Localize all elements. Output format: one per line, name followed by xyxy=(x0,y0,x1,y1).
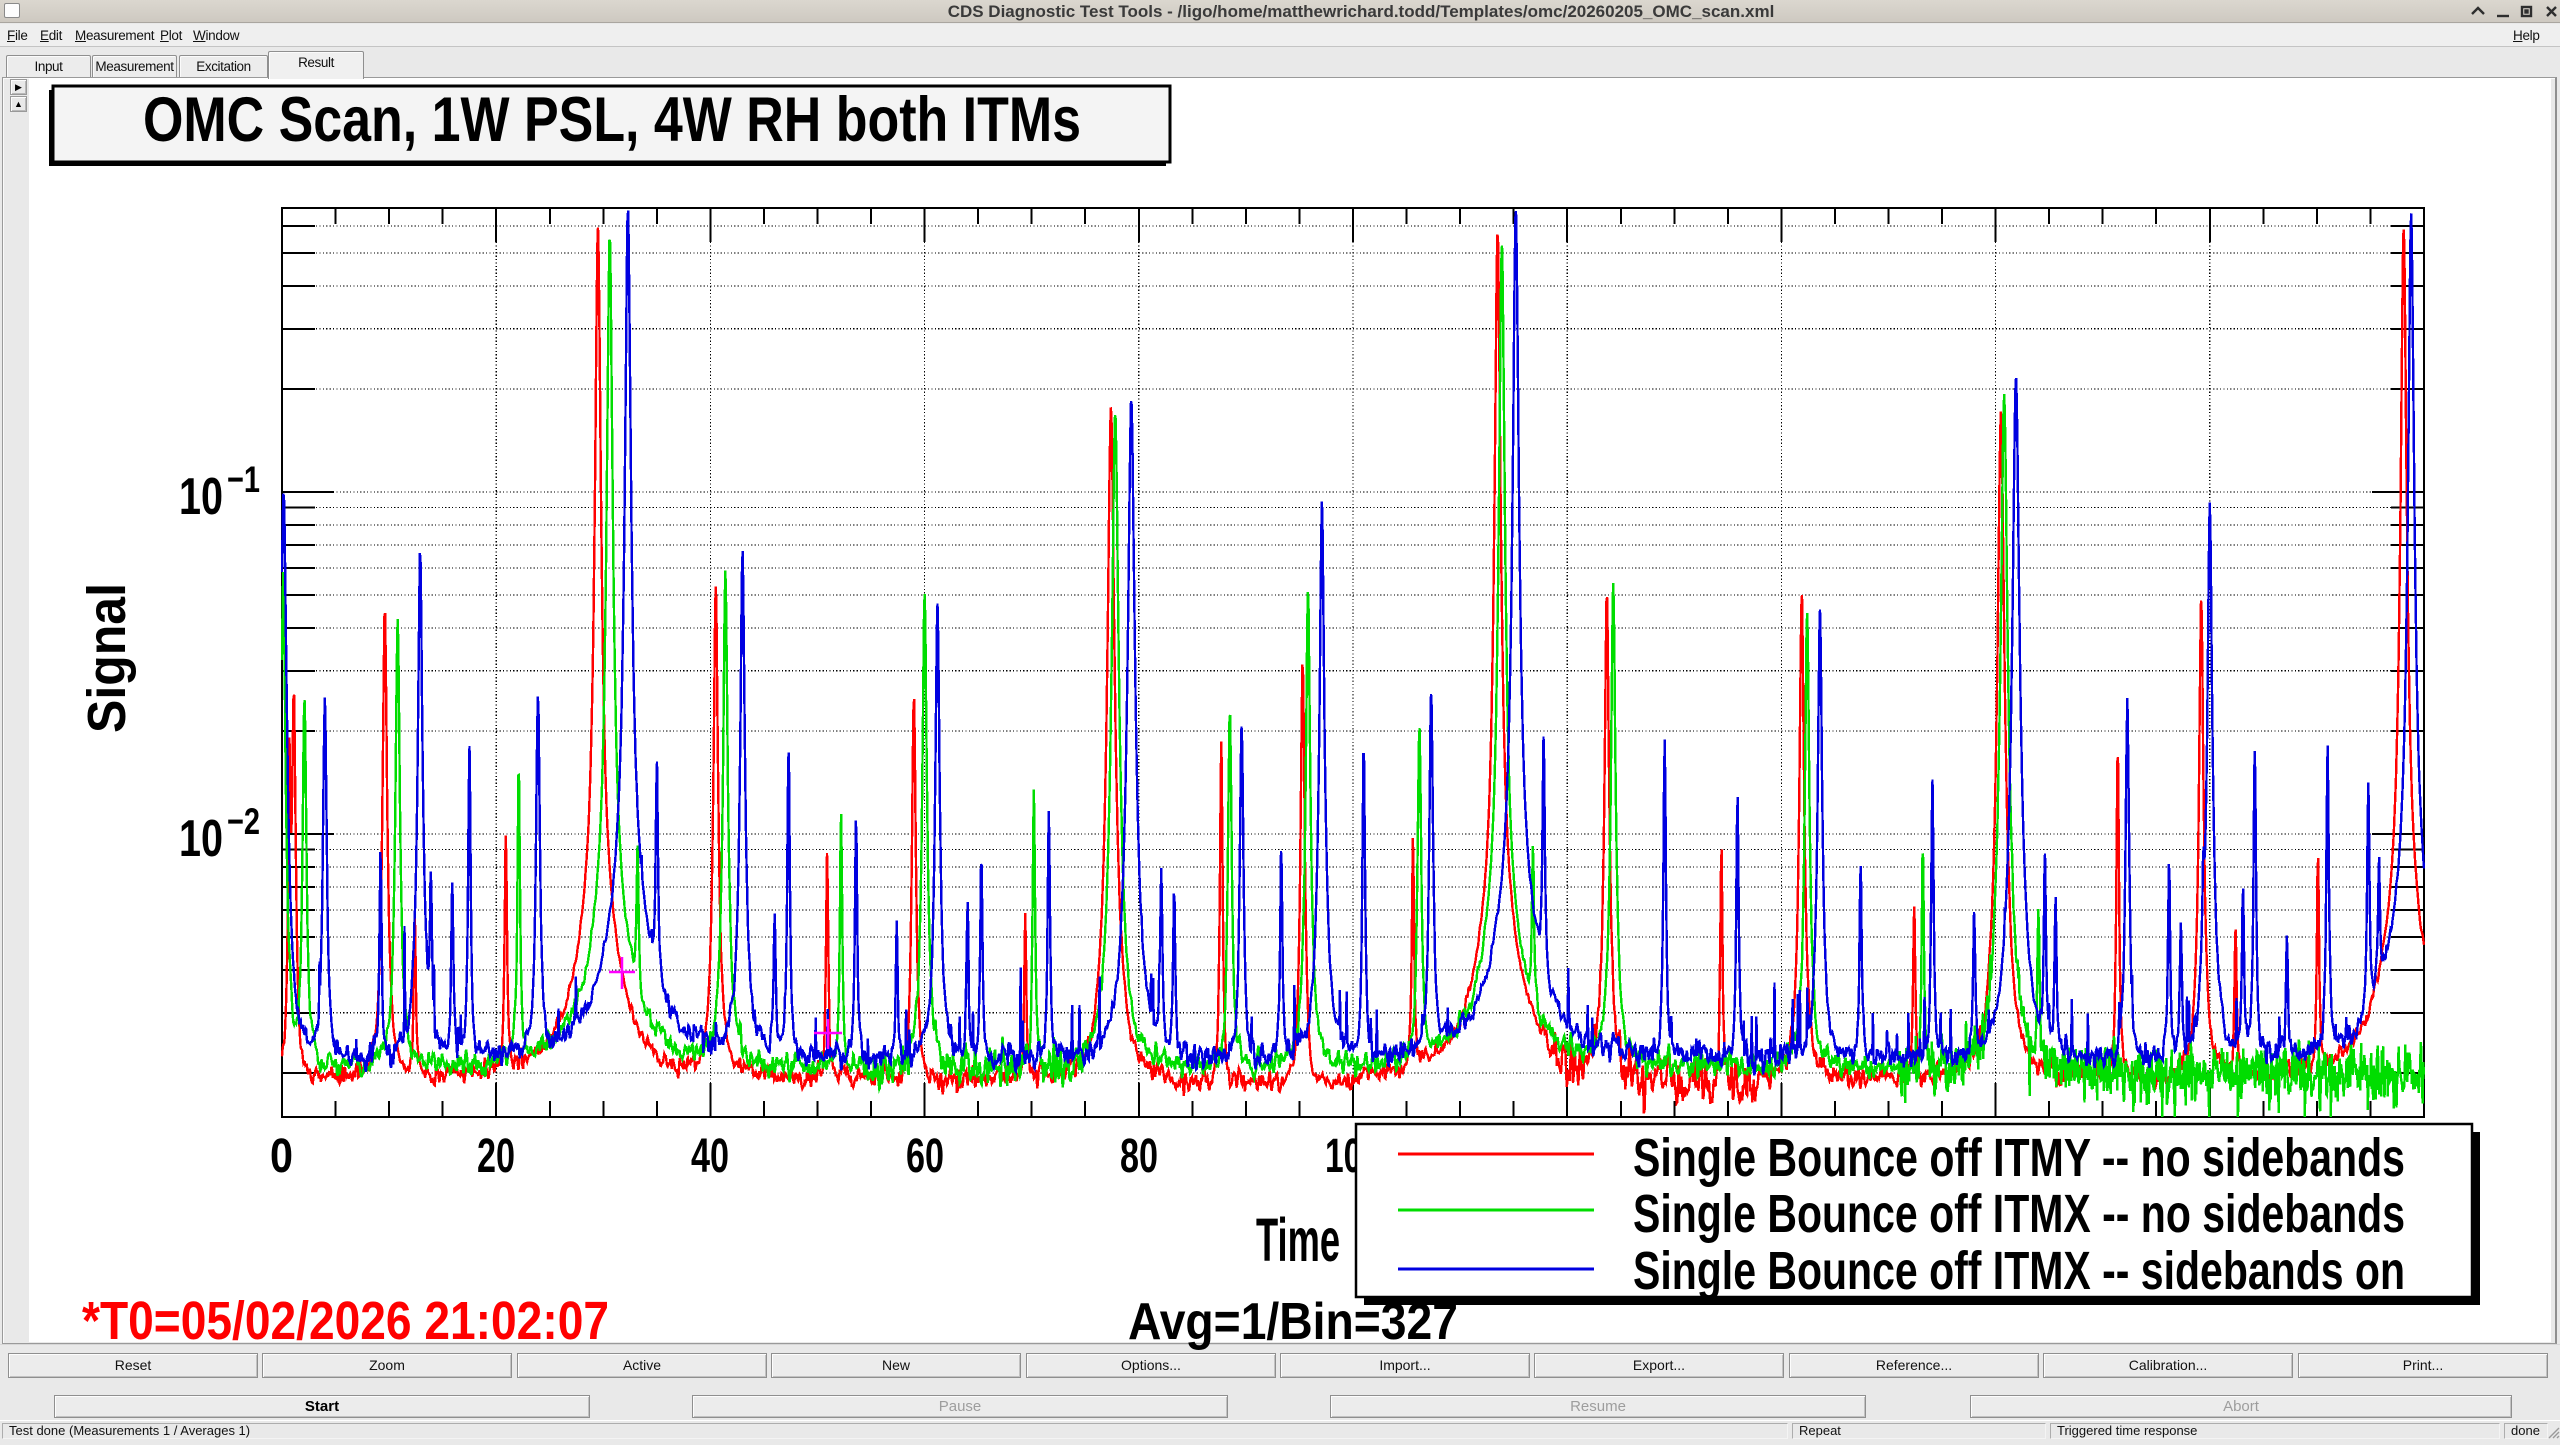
svg-text:20: 20 xyxy=(477,1130,515,1183)
svg-text:0: 0 xyxy=(270,1130,293,1183)
svg-text:Time: Time xyxy=(1256,1206,1340,1274)
svg-text:−2: −2 xyxy=(227,801,260,842)
svg-text:10: 10 xyxy=(179,810,223,868)
svg-text:Single Bounce off ITMX -- side: Single Bounce off ITMX -- sidebands on xyxy=(1633,1241,2405,1301)
svg-text:*T0=05/02/2026 21:02:07: *T0=05/02/2026 21:02:07 xyxy=(82,1291,609,1351)
svg-text:80: 80 xyxy=(1120,1130,1158,1183)
svg-text:10: 10 xyxy=(179,468,223,526)
svg-text:Signal: Signal xyxy=(77,583,137,733)
svg-text:−1: −1 xyxy=(227,459,260,500)
svg-text:60: 60 xyxy=(906,1130,944,1183)
svg-text:OMC Scan, 1W PSL, 4W RH both I: OMC Scan, 1W PSL, 4W RH both ITMs xyxy=(143,85,1081,155)
svg-text:Single Bounce off ITMX -- no s: Single Bounce off ITMX -- no sidebands xyxy=(1633,1184,2405,1244)
svg-text:Single Bounce off ITMY -- no s: Single Bounce off ITMY -- no sidebands xyxy=(1633,1128,2405,1188)
svg-text:40: 40 xyxy=(691,1130,729,1183)
